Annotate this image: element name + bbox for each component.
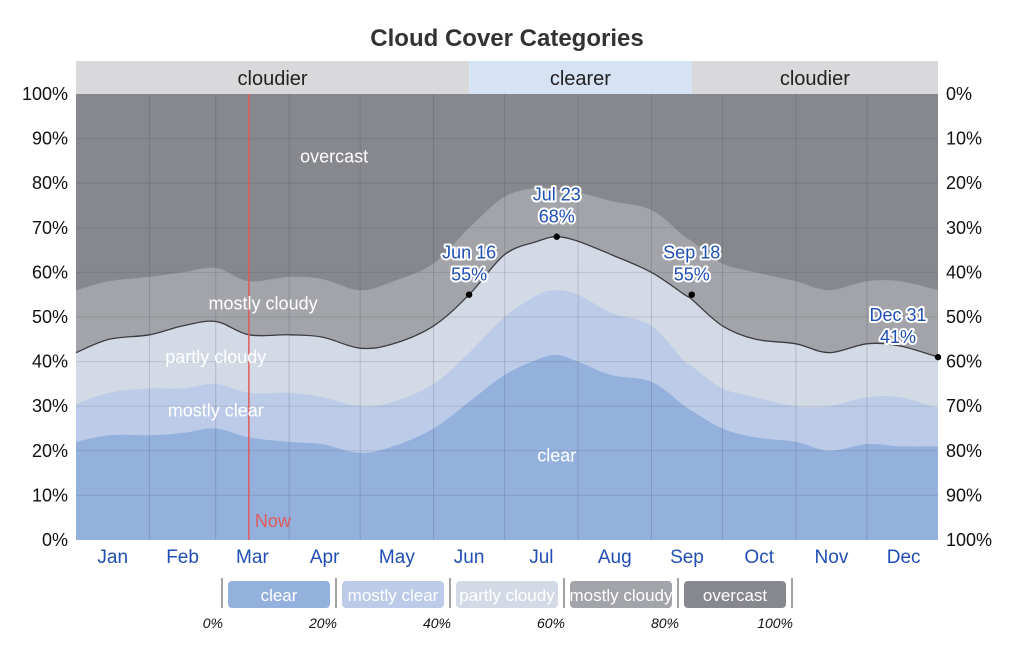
top-band-label-1: clearer xyxy=(550,68,611,90)
y-tick-right-8: 20% xyxy=(946,173,982,193)
y-tick-left-8: 80% xyxy=(32,173,68,193)
legend-label-overcast: overcast xyxy=(703,586,768,605)
y-tick-right-7: 30% xyxy=(946,218,982,238)
x-tick-nov: Nov xyxy=(815,547,849,568)
annotation-value-0: 55% xyxy=(451,265,487,285)
series-label-mostly-clear: mostly clear xyxy=(168,401,264,421)
x-axis: Jan Feb Mar Apr May Jun Jul Aug Sep Oct Nov Dec xyxy=(97,547,920,568)
x-tick-feb: Feb xyxy=(166,547,199,568)
y-tick-left-10: 100% xyxy=(22,84,68,104)
annotation-date-2: Sep 18 xyxy=(663,243,720,263)
y-axis-left: 0% 10% 20% 30% 40% 50% 60% 70% 80% 90% 100% xyxy=(22,84,68,550)
y-tick-right-10: 0% xyxy=(946,84,972,104)
legend-swatch-overcast xyxy=(684,581,786,608)
y-tick-left-0: 0% xyxy=(42,530,68,550)
top-band-label-0: cloudier xyxy=(238,68,308,90)
annotation-date-3: Dec 31 xyxy=(869,305,926,325)
grid xyxy=(76,94,938,540)
series-label-clear: clear xyxy=(537,445,576,465)
top-band-2 xyxy=(691,61,938,94)
y-tick-right-3: 70% xyxy=(946,396,982,416)
top-bands: cloudier clearer cloudier xyxy=(76,61,938,94)
x-tick-jun: Jun xyxy=(454,547,485,568)
now-marker: Now xyxy=(248,94,292,540)
x-tick-apr: Apr xyxy=(310,547,340,568)
top-band-label-2: cloudier xyxy=(780,68,850,90)
legend-label-mostly-cloudy: mostly cloudy xyxy=(570,586,673,605)
now-label: Now xyxy=(255,511,292,531)
legend-scale-label-4: 80% xyxy=(651,615,679,631)
y-tick-left-3: 30% xyxy=(32,396,68,416)
x-tick-jul: Jul xyxy=(529,547,553,568)
annotation-point-1 xyxy=(553,233,560,240)
y-tick-right-4: 60% xyxy=(946,352,982,372)
y-tick-left-2: 20% xyxy=(32,441,68,461)
x-tick-sep: Sep xyxy=(670,547,704,568)
x-tick-mar: Mar xyxy=(236,547,269,568)
x-tick-oct: Oct xyxy=(744,547,774,568)
legend-scale-label-2: 40% xyxy=(423,615,451,631)
legend-scale-label-5: 100% xyxy=(757,615,793,631)
plot-areas xyxy=(76,94,938,540)
top-band-1 xyxy=(469,61,692,94)
y-axis-right: 100% 90% 80% 70% 60% 50% 40% 30% 20% 10% 0% xyxy=(946,84,992,550)
x-tick-aug: Aug xyxy=(598,547,632,568)
x-tick-dec: Dec xyxy=(887,547,921,568)
y-tick-left-6: 60% xyxy=(32,262,68,282)
series-label-mostly-cloudy: mostly cloudy xyxy=(209,294,318,314)
legend-swatch-mostly-clear xyxy=(342,581,444,608)
y-tick-right-5: 50% xyxy=(946,307,982,327)
x-tick-may: May xyxy=(379,547,415,568)
y-tick-left-9: 90% xyxy=(32,129,68,149)
annotation-date-1: Jul 23 xyxy=(533,185,581,205)
legend-swatch-partly-cloudy xyxy=(456,581,558,608)
annotation-value-1: 68% xyxy=(539,207,575,227)
y-tick-left-1: 10% xyxy=(32,485,68,505)
y-tick-left-5: 50% xyxy=(32,307,68,327)
annotation-value-2: 55% xyxy=(674,265,710,285)
legend-swatch-mostly-cloudy xyxy=(570,581,672,608)
y-tick-right-2: 80% xyxy=(946,441,982,461)
annotation-point-3 xyxy=(934,353,942,361)
y-tick-left-4: 40% xyxy=(32,352,68,372)
legend-scale-label-0: 0% xyxy=(203,615,223,631)
legend-scale-label-1: 20% xyxy=(308,615,337,631)
legend-label-mostly-clear: mostly clear xyxy=(348,586,439,605)
annotation-date-0: Jun 16 xyxy=(442,243,496,263)
annotation-point-0 xyxy=(465,291,473,298)
x-tick-jan: Jan xyxy=(97,547,128,568)
y-tick-right-6: 40% xyxy=(946,262,982,282)
y-tick-right-1: 90% xyxy=(946,485,982,505)
annotation-value-3: 41% xyxy=(880,327,916,347)
legend: 0% 20% 40% 60% 80% 100% clear mostly clear partl… xyxy=(203,578,793,631)
legend-label-partly-cloudy: partly cloudy xyxy=(459,586,555,605)
top-band-0 xyxy=(76,61,470,94)
y-tick-right-0: 100% xyxy=(946,530,992,550)
legend-scale-label-3: 60% xyxy=(537,615,565,631)
annotation-point-2 xyxy=(688,291,695,298)
series-labels: overcast mostly cloudy partly cloudy mostly… xyxy=(165,146,576,465)
y-tick-right-9: 10% xyxy=(946,129,982,149)
y-tick-left-7: 70% xyxy=(32,218,68,238)
series-label-overcast: overcast xyxy=(300,146,368,166)
area-clear xyxy=(76,354,938,540)
legend-label-clear: clear xyxy=(261,586,298,605)
series-label-partly-cloudy: partly cloudy xyxy=(165,347,266,367)
legend-swatch-clear xyxy=(228,581,330,608)
boundary-line-group xyxy=(75,236,939,358)
boundary-line xyxy=(75,236,939,358)
chart-title: Cloud Cover Categories xyxy=(370,25,643,52)
